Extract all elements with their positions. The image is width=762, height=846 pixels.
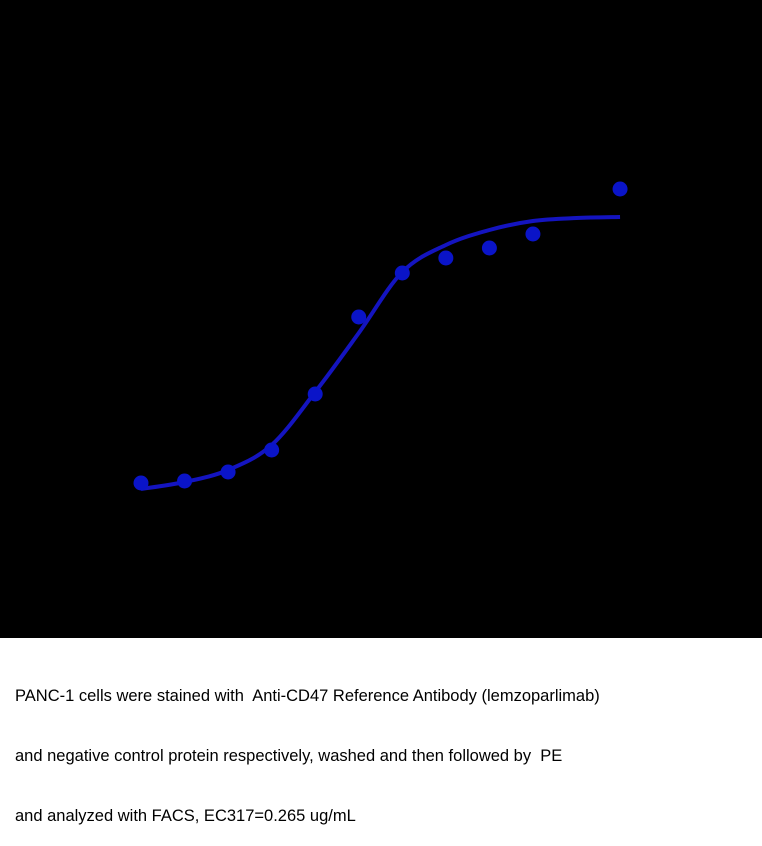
- data-point: [525, 226, 541, 242]
- chart-background: [0, 0, 762, 638]
- data-point: [394, 265, 410, 281]
- data-point: [307, 386, 323, 402]
- data-point: [220, 464, 236, 480]
- caption-line: and negative control protein respectivel…: [15, 747, 563, 765]
- data-point: [177, 473, 193, 489]
- data-point: [133, 475, 149, 491]
- data-point: [351, 309, 367, 325]
- caption: PANC-1 cells were stained with Anti-CD47…: [15, 646, 600, 846]
- data-point: [264, 442, 280, 458]
- data-point: [438, 250, 454, 266]
- caption-line: PANC-1 cells were stained with Anti-CD47…: [15, 687, 600, 705]
- page: PANC-1 cells were stained with Anti-CD47…: [0, 0, 762, 825]
- caption-line: and analyzed with FACS, EC317=0.265 ug/m…: [15, 807, 356, 825]
- chart: [0, 0, 762, 638]
- data-point: [481, 240, 497, 256]
- data-point: [612, 181, 628, 197]
